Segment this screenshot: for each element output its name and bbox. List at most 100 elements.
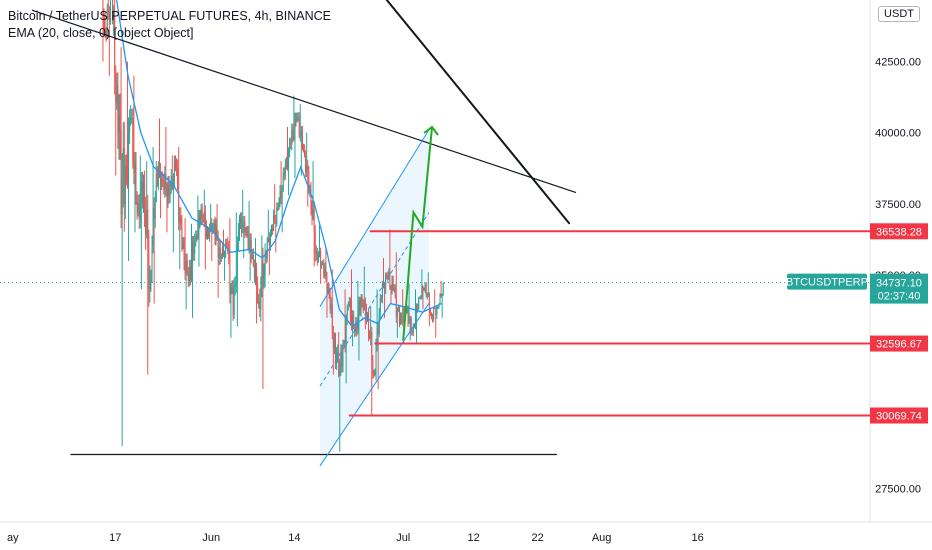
candle-body[interactable] — [411, 330, 413, 333]
candle-body[interactable] — [145, 210, 147, 235]
candle-body[interactable] — [220, 257, 222, 259]
candle-body[interactable] — [185, 260, 187, 273]
candle-body[interactable] — [390, 287, 392, 290]
candle-body[interactable] — [107, 9, 109, 13]
candle-body[interactable] — [155, 172, 157, 203]
candle-body[interactable] — [139, 192, 141, 220]
candle-body[interactable] — [359, 300, 361, 311]
candle-body[interactable] — [426, 293, 428, 296]
candle-body[interactable] — [189, 266, 191, 278]
candle-body[interactable] — [165, 173, 167, 191]
candle-body[interactable] — [254, 269, 256, 279]
candle-body[interactable] — [251, 255, 253, 259]
candle-body[interactable] — [104, 21, 106, 34]
candle-body[interactable] — [163, 181, 165, 190]
candle-body[interactable] — [282, 172, 284, 191]
candle-body[interactable] — [121, 177, 123, 215]
candle-body[interactable] — [398, 308, 400, 324]
candle-body[interactable] — [425, 283, 427, 296]
candle-body[interactable] — [325, 267, 327, 277]
candle-body[interactable] — [277, 207, 279, 210]
candle-body[interactable] — [320, 251, 322, 266]
candle-body[interactable] — [341, 351, 343, 367]
candle-body[interactable] — [292, 129, 294, 140]
candle-body[interactable] — [356, 321, 358, 331]
candle-body[interactable] — [103, 16, 105, 22]
candle-body[interactable] — [395, 296, 397, 317]
candle-body[interactable] — [339, 366, 341, 377]
candle-body[interactable] — [289, 142, 291, 153]
ema-line[interactable] — [6, 0, 442, 328]
candle-body[interactable] — [125, 166, 127, 179]
candle-body[interactable] — [228, 250, 230, 261]
candle-body[interactable] — [167, 183, 169, 202]
candle-body[interactable] — [174, 160, 176, 167]
candle-body[interactable] — [173, 160, 175, 181]
candle-body[interactable] — [216, 225, 218, 238]
candle-body[interactable] — [187, 274, 189, 281]
candle-body[interactable] — [337, 352, 339, 356]
channel-lower-line[interactable] — [319, 303, 430, 467]
candle-body[interactable] — [346, 309, 348, 320]
candle-body[interactable] — [311, 207, 313, 218]
projection-arrow[interactable] — [402, 126, 434, 341]
candle-body[interactable] — [113, 16, 115, 22]
candle-body[interactable] — [253, 266, 255, 279]
candle-body[interactable] — [433, 308, 435, 319]
candle-body[interactable] — [281, 190, 283, 199]
candle-body[interactable] — [384, 286, 386, 290]
candle-body[interactable] — [323, 263, 325, 277]
candle-body[interactable] — [393, 287, 395, 290]
candle-body[interactable] — [286, 161, 288, 168]
indicator-legend[interactable]: EMA (20, close, 0) [object Object] — [8, 26, 194, 40]
candle-body[interactable] — [225, 242, 227, 255]
candle-body[interactable] — [224, 254, 226, 256]
candle-body[interactable] — [263, 275, 265, 280]
candle-body[interactable] — [183, 243, 185, 265]
candle-body[interactable] — [193, 243, 195, 254]
candle-body[interactable] — [218, 247, 220, 258]
candle-body[interactable] — [322, 263, 324, 265]
candle-body[interactable] — [401, 314, 403, 321]
candle-body[interactable] — [313, 208, 315, 233]
candle-body[interactable] — [280, 190, 282, 199]
candle-body[interactable] — [366, 314, 368, 320]
candle-body[interactable] — [380, 297, 382, 299]
candle-body[interactable] — [131, 117, 133, 119]
candle-body[interactable] — [276, 207, 278, 224]
candle-body[interactable] — [285, 161, 287, 164]
candle-body[interactable] — [278, 202, 280, 210]
candle-body[interactable] — [412, 325, 414, 333]
candle-body[interactable] — [333, 338, 335, 349]
candle-body[interactable] — [194, 240, 196, 254]
candle-body[interactable] — [199, 215, 201, 224]
candle-body[interactable] — [414, 311, 416, 328]
candle-body[interactable] — [200, 209, 202, 224]
candle-body[interactable] — [344, 345, 346, 348]
candle-body[interactable] — [240, 217, 242, 224]
candle-body[interactable] — [270, 229, 272, 234]
candle-body[interactable] — [195, 235, 197, 241]
candle-body[interactable] — [315, 252, 317, 254]
candle-body[interactable] — [410, 317, 412, 331]
candle-body[interactable] — [235, 282, 237, 286]
candle-body[interactable] — [196, 235, 198, 239]
candle-body[interactable] — [242, 231, 244, 233]
candle-body[interactable] — [252, 255, 254, 267]
candle-body[interactable] — [219, 247, 221, 259]
candle-body[interactable] — [340, 351, 342, 367]
candle-body[interactable] — [144, 183, 146, 211]
candle-body[interactable] — [150, 280, 152, 282]
candle-body[interactable] — [213, 223, 215, 228]
candle-body[interactable] — [297, 117, 299, 119]
candle-body[interactable] — [361, 297, 363, 303]
candle-body[interactable] — [397, 308, 399, 311]
candle-body[interactable] — [115, 78, 117, 104]
candle-body[interactable] — [435, 308, 437, 316]
candle-body[interactable] — [168, 183, 170, 196]
candle-body[interactable] — [134, 162, 136, 173]
candle-body[interactable] — [300, 130, 302, 136]
candle-body[interactable] — [413, 325, 415, 328]
candle-body[interactable] — [184, 264, 186, 273]
candle-body[interactable] — [365, 306, 367, 320]
